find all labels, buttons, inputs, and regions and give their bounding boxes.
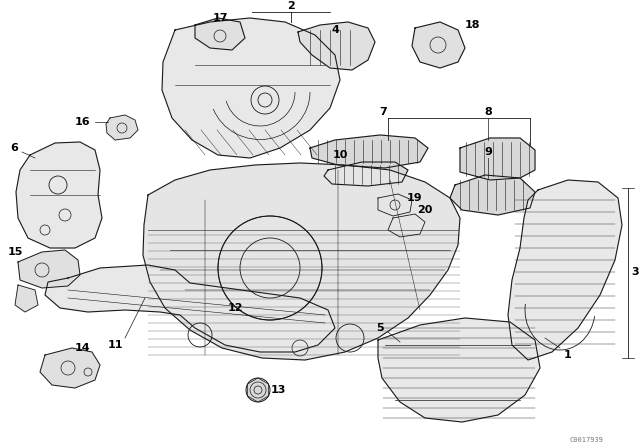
Text: 4: 4 bbox=[331, 25, 339, 35]
Text: 16: 16 bbox=[74, 117, 90, 127]
Text: 10: 10 bbox=[332, 150, 348, 160]
Polygon shape bbox=[412, 22, 465, 68]
Text: 18: 18 bbox=[464, 20, 480, 30]
Text: 1: 1 bbox=[564, 350, 572, 360]
Polygon shape bbox=[143, 163, 460, 360]
Text: 11: 11 bbox=[108, 340, 123, 350]
Text: 14: 14 bbox=[75, 343, 91, 353]
Text: 12: 12 bbox=[227, 303, 243, 313]
Text: 2: 2 bbox=[287, 1, 295, 11]
Polygon shape bbox=[18, 250, 80, 288]
Text: 20: 20 bbox=[417, 205, 433, 215]
Polygon shape bbox=[162, 18, 340, 158]
Polygon shape bbox=[40, 348, 100, 388]
Circle shape bbox=[246, 378, 270, 402]
Polygon shape bbox=[508, 180, 622, 360]
Polygon shape bbox=[298, 22, 375, 70]
Polygon shape bbox=[310, 135, 428, 168]
Text: 3: 3 bbox=[631, 267, 639, 277]
Text: 8: 8 bbox=[484, 107, 492, 117]
Polygon shape bbox=[378, 318, 540, 422]
Polygon shape bbox=[195, 18, 245, 50]
Text: 17: 17 bbox=[212, 13, 228, 23]
Polygon shape bbox=[16, 142, 102, 248]
Polygon shape bbox=[378, 194, 412, 216]
Text: 5: 5 bbox=[376, 323, 384, 333]
Polygon shape bbox=[15, 285, 38, 312]
Polygon shape bbox=[45, 265, 335, 352]
Text: 7: 7 bbox=[379, 107, 387, 117]
Text: C0017939: C0017939 bbox=[570, 437, 604, 443]
Text: 9: 9 bbox=[484, 147, 492, 157]
Polygon shape bbox=[450, 175, 535, 215]
Text: 15: 15 bbox=[7, 247, 22, 257]
Polygon shape bbox=[460, 138, 535, 180]
Polygon shape bbox=[106, 115, 138, 140]
Polygon shape bbox=[388, 214, 425, 237]
Text: 19: 19 bbox=[407, 193, 423, 203]
Text: 6: 6 bbox=[10, 143, 18, 153]
Polygon shape bbox=[324, 162, 408, 186]
Text: 13: 13 bbox=[270, 385, 285, 395]
